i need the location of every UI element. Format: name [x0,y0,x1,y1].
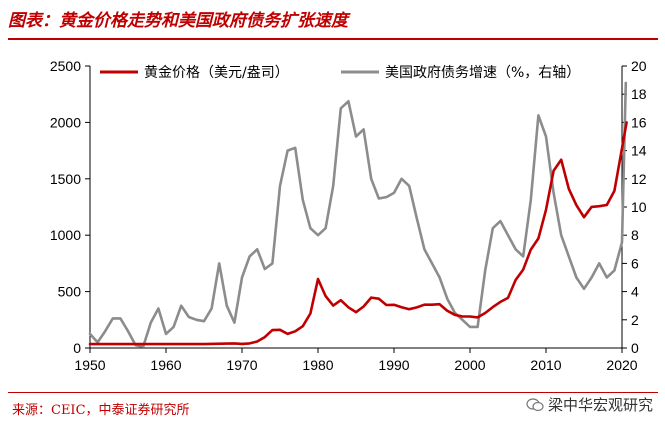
gold-price-line [88,121,628,346]
legend: 黄金价格（美元/盎司） 美国政府债务增速（%，右轴） [100,64,580,81]
title-rule [8,38,658,40]
chart-title: 图表：黄金价格走势和美国政府债务扩张速度 [8,11,348,31]
legend-gold-price-label: 黄金价格（美元/盎司） [144,64,289,81]
y-left-tick-label: 500 [58,284,82,300]
legend-debt-growth-label: 美国政府债务增速（%，右轴） [385,65,580,81]
x-tick-label: 2020 [606,357,637,373]
series-layer [88,81,628,348]
chart-area: 1950 1960 1970 1980 1990 2000 2010 202005001000… [50,58,647,373]
y-right-tick-label: 18 [631,86,647,102]
axes: 1950 1960 1970 1980 1990 2000 2010 202005001000… [50,58,647,373]
y-left-tick-label: 1000 [50,227,81,243]
y-right-tick-label: 20 [631,58,647,74]
y-right-tick-label: 6 [631,255,639,271]
y-right-tick-label: 10 [631,199,647,215]
y-right-tick-label: 16 [631,114,647,130]
x-tick-label: 1950 [74,357,105,373]
debt-growth-line [88,81,628,348]
y-right-tick-label: 8 [631,227,639,243]
y-right-tick-label: 2 [631,312,639,328]
x-tick-label: 1970 [226,357,257,373]
footer-rule [8,392,658,393]
y-left-tick-label: 0 [73,340,81,356]
watermark: 梁中华宏观研究 [526,394,653,415]
y-right-tick-label: 14 [631,143,647,159]
wechat-icon [526,397,544,411]
x-tick-label: 1960 [150,357,181,373]
y-left-tick-label: 1500 [50,171,81,187]
source-note: 来源：CEIC，中泰证券研究所 [12,403,190,418]
y-right-tick-label: 0 [631,340,639,356]
y-left-tick-label: 2000 [50,114,81,130]
x-tick-label: 1990 [378,357,409,373]
y-right-tick-label: 4 [631,284,639,300]
x-tick-label: 2010 [530,357,561,373]
x-tick-label: 1980 [302,357,333,373]
watermark-text: 梁中华宏观研究 [547,396,653,414]
y-left-tick-label: 2500 [50,58,81,74]
y-right-tick-label: 12 [631,171,647,187]
x-tick-label: 2000 [454,357,485,373]
